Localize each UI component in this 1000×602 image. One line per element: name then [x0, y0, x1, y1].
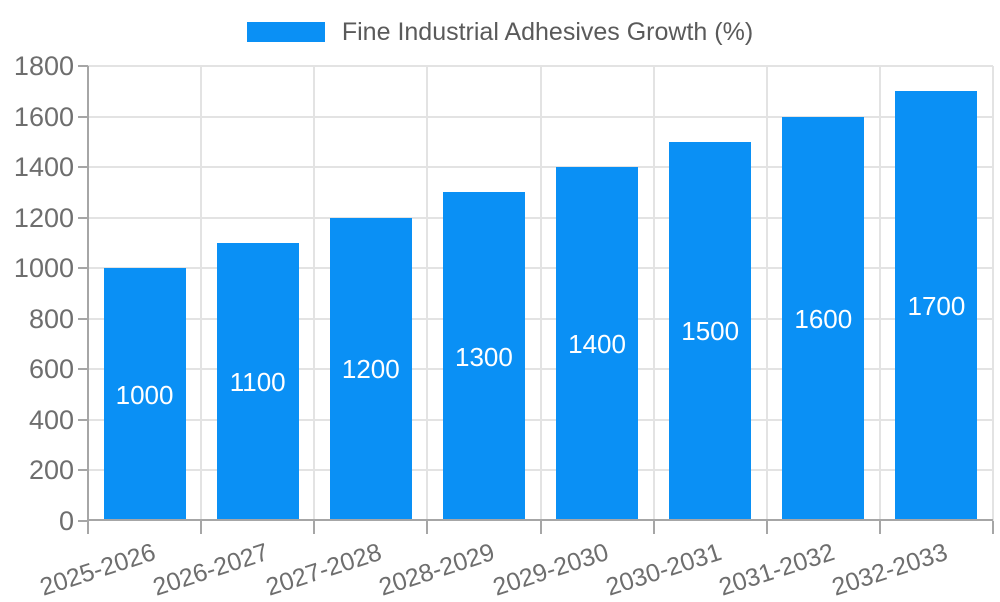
legend-swatch-icon [246, 22, 325, 42]
y-axis-tick [78, 368, 88, 371]
x-tick-label: 2028-2029 [375, 538, 499, 602]
gridline-vertical [426, 66, 429, 521]
bar[interactable] [216, 242, 299, 521]
x-tick-label: 2032-2033 [828, 538, 951, 602]
y-tick-label: 600 [28, 354, 74, 385]
y-axis-tick [78, 115, 88, 118]
legend-label: Fine Industrial Adhesives Growth (%) [341, 17, 754, 46]
y-axis-tick [78, 469, 88, 472]
bar[interactable] [782, 116, 865, 521]
bar[interactable] [442, 192, 525, 521]
plot-area: 0 200 400 600 800 1000 1200 1400 1600 1800 1000 202… [14, 52, 994, 602]
gridline-vertical [878, 66, 881, 521]
bar-value-label: 1700 [907, 291, 966, 322]
gridline-vertical [992, 66, 994, 521]
bar-value-label: 1600 [794, 303, 853, 334]
x-axis-tick [539, 521, 542, 534]
gridline-vertical [200, 66, 203, 521]
y-axis-tick [78, 267, 88, 270]
bar-value-label: 1400 [568, 329, 626, 360]
x-tick-label: 2026-2027 [149, 538, 273, 602]
x-axis-tick [652, 521, 655, 534]
bar[interactable] [556, 167, 639, 521]
gridline-vertical [765, 66, 768, 521]
bar-value-label: 1100 [229, 366, 286, 397]
x-axis-tick [426, 521, 429, 534]
x-axis-tick [87, 521, 89, 534]
x-axis-tick [992, 521, 994, 534]
y-tick-label: 200 [28, 455, 74, 486]
x-tick-label: 2029-2030 [489, 538, 612, 602]
x-tick-label: 2025-2026 [36, 538, 159, 602]
legend[interactable]: Fine Industrial Adhesives Growth (%) [0, 17, 1000, 47]
y-axis-tick [78, 520, 88, 522]
y-axis-tick [78, 65, 88, 67]
bar-value-label: 1000 [115, 379, 174, 410]
gridline-vertical [652, 66, 655, 521]
gridline-vertical [313, 66, 316, 521]
y-tick-label: 800 [28, 303, 74, 334]
gridline-vertical [539, 66, 542, 521]
x-axis-tick [878, 521, 881, 534]
bar[interactable] [895, 91, 978, 521]
x-axis-tick [765, 521, 768, 534]
y-tick-label: 1600 [13, 101, 74, 132]
y-axis-tick [78, 166, 88, 169]
y-tick-label: 1000 [13, 253, 74, 284]
bar-value-label: 1200 [341, 354, 400, 385]
y-tick-label: 1800 [13, 51, 74, 81]
y-axis-tick [78, 418, 88, 421]
y-tick-label: 400 [28, 404, 74, 435]
x-axis-tick [313, 521, 316, 534]
bar-value-label: 1300 [455, 341, 513, 372]
y-tick-label: 0 [58, 506, 74, 536]
bar[interactable] [669, 141, 752, 521]
bar[interactable] [103, 268, 186, 521]
bar-value-label: 1500 [681, 316, 740, 347]
x-tick-label: 2031-2032 [715, 538, 838, 602]
x-axis-tick [200, 521, 203, 534]
y-tick-label: 1400 [13, 152, 74, 183]
bar[interactable] [329, 217, 412, 521]
x-tick-label: 2027-2028 [262, 538, 386, 602]
x-tick-label: 2030-2031 [602, 538, 725, 602]
y-axis-tick [78, 317, 88, 320]
x-axis-line [88, 519, 993, 521]
y-axis-tick [78, 216, 88, 219]
y-tick-label: 1200 [13, 202, 74, 233]
y-axis-line [87, 66, 89, 534]
